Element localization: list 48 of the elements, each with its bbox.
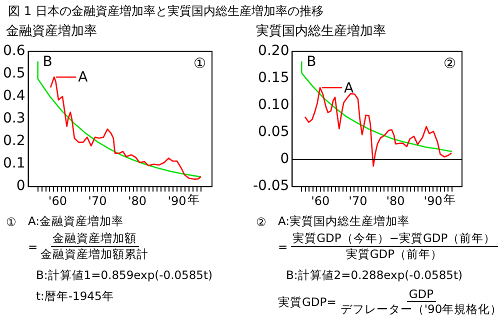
text: ① <box>6 214 18 228</box>
y-tick-label: 0 <box>280 151 290 168</box>
y-tick-label: 0.20 <box>258 43 290 60</box>
y-tick-label: -0.05 <box>252 178 290 194</box>
text: 金融資産増加額累計 <box>40 247 149 262</box>
text: = <box>28 240 38 254</box>
text: = <box>278 240 288 254</box>
y-tick-label: 0.2 <box>3 133 26 150</box>
annotation: ② <box>443 56 456 72</box>
x-tick-label: '80 <box>128 194 147 208</box>
text: A:実質国内総生産増加率 <box>278 214 410 229</box>
y-tick-label: 0.4 <box>3 88 26 104</box>
x-tick-label: '70 <box>88 194 107 208</box>
text: 金融資産増加額 <box>50 231 139 247</box>
y-tick-label: 0.05 <box>258 124 290 140</box>
text: デフレーター（'90年規格化） <box>340 302 500 317</box>
chart-title: 図 1 日本の金融資産増加率と実質国内総生産増加率の推移 <box>8 3 324 20</box>
x-tick-label: '90 <box>424 194 442 208</box>
text: GDP <box>406 287 436 302</box>
annotation: ① <box>193 56 206 72</box>
y-tick-label: 0.3 <box>3 110 26 127</box>
x-tick-label: '80 <box>386 194 405 208</box>
x-tick-label: '60 <box>311 194 330 208</box>
legend-label: A <box>78 70 88 86</box>
x-axis-title: 年 <box>187 192 200 207</box>
text: B:計算値2=0.288exp(-0.0585t) <box>285 268 464 283</box>
y-tick-label: 0.6 <box>3 43 26 60</box>
x-tick-label: '90 <box>168 194 186 208</box>
text: B:計算値1=0.859exp(-0.0585t) <box>35 268 214 283</box>
y-axis-title: 実質国内総生産増加率 <box>256 22 387 40</box>
text: 実質GDP（前年） <box>346 247 443 262</box>
text: 実質GDP= <box>278 294 336 310</box>
text: t:暦年-1945年 <box>35 289 115 304</box>
y-tick-label: 0.15 <box>258 70 290 86</box>
legend-label: A <box>344 80 354 96</box>
x-tick-label: '60 <box>48 194 67 208</box>
x-axis-title: 年 <box>443 192 456 207</box>
y-tick-label: 0 <box>16 178 26 194</box>
y-axis-title: 金融資産増加率 <box>6 22 98 40</box>
y-tick-label: 0.1 <box>3 156 26 172</box>
legend-label: B <box>42 54 52 70</box>
y-tick-label: 0.5 <box>3 66 26 82</box>
text: 実質GDP（今年）−実質GDP（前年） <box>290 231 498 247</box>
legend-label: B <box>306 54 316 70</box>
x-tick-label: '70 <box>348 194 368 208</box>
y-tick-label: 0.10 <box>258 97 290 114</box>
text: A:金融資産増加率 <box>28 214 124 229</box>
text: ② <box>256 214 268 228</box>
